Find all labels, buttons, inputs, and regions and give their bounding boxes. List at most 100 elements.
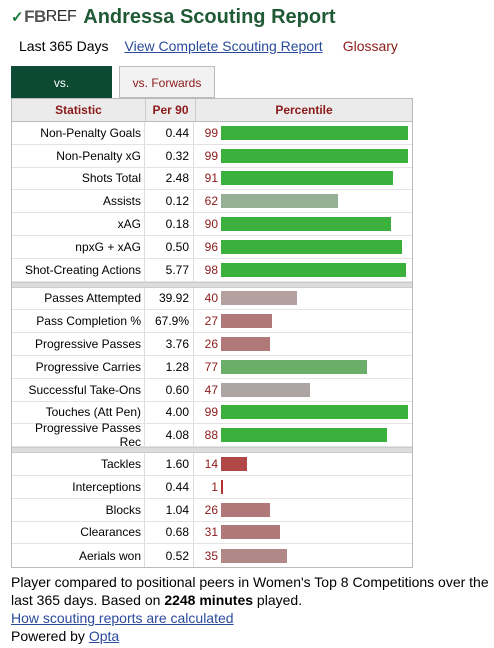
- percentile-value: 35: [204, 548, 218, 563]
- percentile-value: 91: [204, 171, 218, 186]
- percentile-bar: [221, 525, 280, 540]
- header-percentile: Percentile: [275, 103, 333, 117]
- per90-value: 0.44: [145, 475, 194, 498]
- table-row: Clearances 0.68 31: [12, 521, 412, 545]
- percentile-cell: 1: [194, 476, 412, 498]
- percentile-bar: [221, 217, 391, 232]
- percentile-value: 62: [204, 194, 218, 209]
- percentile-value: 27: [204, 314, 218, 329]
- percentile-bar: [221, 359, 367, 374]
- percentile-bar: [221, 502, 270, 517]
- percentile-value: 14: [204, 457, 218, 472]
- per90-value: 3.76: [145, 333, 194, 355]
- table-row: Non-Penalty Goals 0.44 99: [12, 122, 412, 145]
- percentile-bar: [221, 314, 272, 329]
- stat-name: Pass Completion %: [12, 310, 145, 333]
- stat-name: Progressive Carries: [12, 355, 145, 378]
- complete-report-link[interactable]: View Complete Scouting Report: [124, 38, 323, 54]
- per90-value: 5.77: [145, 258, 194, 281]
- group-separator: [12, 447, 412, 454]
- percentile-value: 26: [204, 337, 218, 352]
- percentile-cell: 14: [194, 453, 412, 475]
- percentile-value: 40: [204, 291, 218, 306]
- percentile-bar: [221, 479, 223, 494]
- percentile-bar: [221, 291, 297, 306]
- percentile-bar: [221, 262, 406, 277]
- percentile-cell: 99: [194, 145, 412, 167]
- table-row: Shots Total 2.48 91: [12, 167, 412, 191]
- percentile-bar: [221, 239, 402, 254]
- per90-value: 0.18: [145, 213, 194, 235]
- sub-navigation: Last 365 Days View Complete Scouting Rep…: [19, 38, 398, 54]
- fbref-logo[interactable]: ✓ FB REF: [11, 7, 77, 27]
- checkmark-icon: ✓: [11, 9, 24, 26]
- table-row: Pass Completion % 67.9% 27: [12, 310, 412, 334]
- table-row: xAG 0.18 90: [12, 213, 412, 236]
- stat-name: Clearances: [12, 521, 145, 544]
- logo-ref-text: REF: [45, 8, 77, 25]
- note-suffix: played.: [253, 592, 303, 608]
- period-label: Last 365 Days: [19, 38, 109, 54]
- header-per90: Per 90: [146, 99, 196, 121]
- percentile-cell: 99: [194, 122, 412, 144]
- stat-name: npxG + xAG: [12, 235, 145, 258]
- group-separator: [12, 281, 412, 288]
- stat-name: Successful Take-Ons: [12, 378, 145, 401]
- stat-name: Assists: [12, 190, 145, 213]
- per90-value: 67.9%: [145, 310, 194, 333]
- per90-value: 1.28: [145, 355, 194, 378]
- percentile-value: 47: [204, 382, 218, 397]
- stat-name: Interceptions: [12, 475, 145, 498]
- percentile-cell: 35: [194, 544, 412, 567]
- stat-name: Touches (Att Pen): [12, 401, 145, 424]
- table-row: Touches (Att Pen) 4.00 99: [12, 401, 412, 425]
- percentile-value: 31: [204, 525, 218, 540]
- tab-midfielders[interactable]: vs. Midfielders: [11, 66, 112, 122]
- header-statistic: Statistic: [12, 99, 146, 121]
- percentile-bar: [221, 457, 247, 472]
- percentile-cell: 26: [194, 499, 412, 521]
- per90-value: 0.12: [145, 190, 194, 213]
- percentile-cell: 77: [194, 356, 412, 378]
- percentile-value: 26: [204, 502, 218, 517]
- percentile-value: 99: [204, 148, 218, 163]
- percentile-cell: 91: [194, 168, 412, 190]
- per90-value: 39.92: [145, 287, 194, 310]
- percentile-value: 99: [204, 405, 218, 420]
- table-body: Non-Penalty Goals 0.44 99 Non-Penalty xG 0.3…: [12, 122, 412, 568]
- opta-link[interactable]: Opta: [88, 628, 120, 644]
- percentile-bar: [221, 171, 393, 186]
- note-text: Player compared to positional peers in W…: [11, 574, 489, 608]
- glossary-link[interactable]: Glossary: [342, 38, 398, 54]
- table-row: npxG + xAG 0.50 96: [12, 235, 412, 259]
- minutes-played: 2248 minutes: [164, 592, 254, 608]
- per90-value: 2.48: [145, 167, 194, 190]
- stat-name: Non-Penalty xG: [12, 144, 145, 167]
- percentile-cell: 90: [194, 213, 412, 235]
- stat-name: Non-Penalty Goals: [12, 122, 145, 144]
- percentile-bar: [221, 428, 387, 443]
- per90-value: 0.60: [145, 378, 194, 401]
- stat-name: Blocks: [12, 498, 145, 521]
- percentile-cell: 62: [194, 190, 412, 212]
- table-row: Tackles 1.60 14: [12, 453, 412, 476]
- table-row: Shot-Creating Actions 5.77 98: [12, 258, 412, 282]
- tab-forwards[interactable]: vs. Forwards: [119, 66, 215, 98]
- how-calculated-link[interactable]: How scouting reports are calculated: [11, 610, 234, 626]
- percentile-bar: [221, 125, 408, 140]
- percentile-cell: 96: [194, 236, 412, 258]
- stat-name: Progressive Passes: [12, 333, 145, 355]
- table-header: Statistic Per 90 Percentile: [12, 99, 412, 122]
- percentile-value: 99: [204, 125, 218, 140]
- per90-value: 0.44: [145, 122, 194, 144]
- percentile-bar: [221, 148, 408, 163]
- percentile-cell: 88: [194, 424, 412, 446]
- percentile-cell: 26: [194, 333, 412, 355]
- stat-name: Aerials won: [12, 544, 145, 568]
- percentile-cell: 27: [194, 310, 412, 332]
- stat-name: Tackles: [12, 453, 145, 475]
- percentile-value: 90: [204, 217, 218, 232]
- percentile-value: 88: [204, 428, 218, 443]
- percentile-bar: [221, 382, 310, 397]
- per90-value: 0.52: [145, 544, 194, 568]
